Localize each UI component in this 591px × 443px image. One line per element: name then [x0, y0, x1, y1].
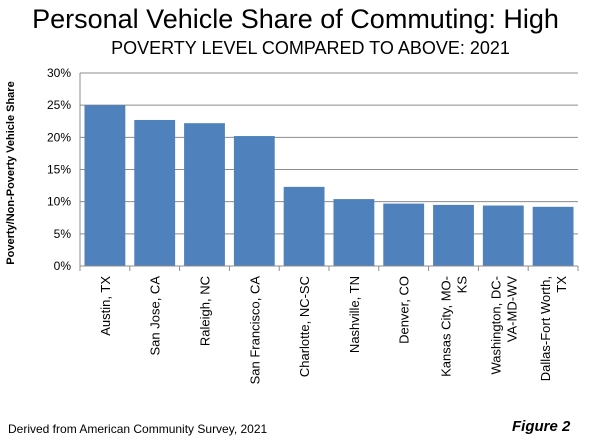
- y-tick-label: 30%: [47, 66, 71, 80]
- y-tick-label: 5%: [54, 227, 72, 241]
- y-tick-label: 10%: [47, 195, 71, 209]
- x-tick-label: Dallas-Fort Worth,: [538, 276, 553, 381]
- bar: [84, 105, 126, 267]
- bar: [233, 136, 275, 266]
- y-tick-label: 25%: [47, 98, 71, 112]
- x-tick-label-group: Austin, TX: [98, 276, 113, 336]
- source-note: Derived from American Community Survey, …: [8, 422, 268, 436]
- y-tick-label: 15%: [47, 163, 71, 177]
- chart-subtitle: POVERTY LEVEL COMPARED TO ABOVE: 2021: [111, 38, 510, 58]
- x-tick-label-group: San Francisco, CA: [247, 276, 262, 385]
- x-tick-label-group: Washington, DC- VA-MD-WV: [488, 276, 519, 375]
- x-tick-label-group: Charlotte, NC-SC: [297, 276, 312, 377]
- x-tick-label-group: Kansas City, MO- KS: [439, 276, 470, 377]
- bar: [383, 203, 425, 266]
- x-tick-label: San Francisco, CA: [247, 276, 262, 385]
- y-tick-label: 20%: [47, 130, 71, 144]
- x-tick-label: Austin, TX: [98, 276, 113, 336]
- x-tick-label-group: Raleigh, NC: [198, 276, 213, 346]
- x-tick-label: Kansas City, MO-: [439, 276, 454, 377]
- bar: [482, 205, 524, 266]
- x-tick-label: San Jose, CA: [148, 276, 163, 356]
- x-tick-label: Raleigh, NC: [198, 276, 213, 346]
- bar: [333, 199, 375, 266]
- bar: [134, 119, 176, 266]
- x-tick-label-group: Dallas-Fort Worth, TX: [538, 276, 569, 382]
- x-tick-label: Denver, CO: [397, 276, 412, 344]
- bar: [283, 186, 325, 266]
- chart-title: Personal Vehicle Share of Commuting: Hig…: [32, 4, 559, 34]
- x-tick-label-group: Denver, CO: [397, 276, 412, 344]
- figure-label: Figure 2: [512, 418, 571, 435]
- x-tick-label: Charlotte, NC-SC: [297, 276, 312, 377]
- x-tick-label-group: Nashville, TN: [347, 276, 362, 353]
- x-tick-label-group: San Jose, CA: [148, 276, 163, 356]
- x-tick-label: Nashville, TN: [347, 276, 362, 353]
- bar: [433, 204, 474, 266]
- bar: [532, 206, 574, 266]
- x-tick-label: Washington, DC-: [488, 276, 503, 375]
- x-tick-label: KS: [455, 276, 470, 294]
- y-tick-label: 0%: [54, 259, 72, 273]
- x-tick-label: VA-MD-WV: [504, 276, 519, 343]
- x-tick-label: TX: [554, 276, 569, 293]
- bar: [184, 123, 225, 267]
